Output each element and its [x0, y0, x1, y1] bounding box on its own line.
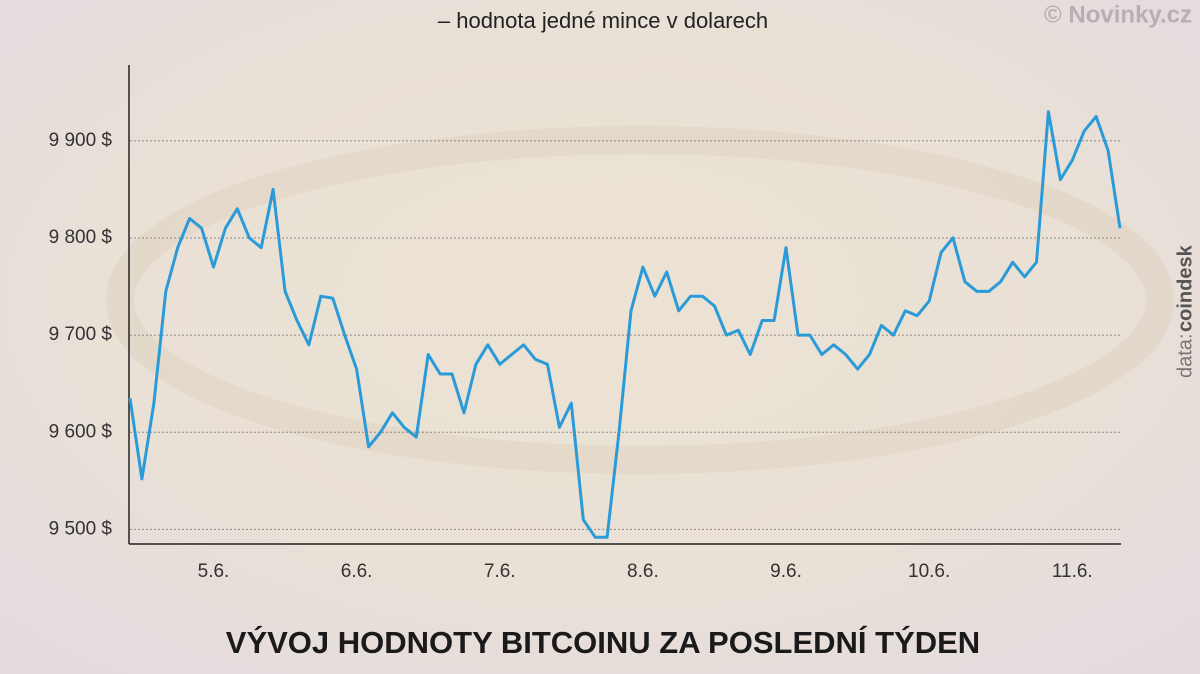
y-tick-label: 9 800 $	[49, 227, 113, 248]
x-tick-label: 10.6.	[908, 561, 950, 582]
source: data: coindesk	[1174, 244, 1196, 378]
x-tick-label: 9.6.	[770, 561, 802, 582]
coin-decoration	[106, 126, 1174, 474]
watermark: © Novinky.cz	[1044, 1, 1192, 28]
x-tick-label: 7.6.	[484, 561, 516, 582]
y-tick-label: 9 700 $	[49, 324, 113, 345]
source-name: coindesk	[1174, 244, 1196, 332]
chart-subtitle: – hodnota jedné mince v dolarech	[438, 8, 768, 33]
line-series	[128, 110, 1122, 539]
chart-title: VÝVOJ HODNOTY BITCOINU ZA POSLEDNÍ TÝDEN	[226, 625, 980, 660]
x-tick-label: 6.6.	[341, 561, 373, 582]
y-tick-label: 9 900 $	[49, 130, 113, 151]
y-tick-label: 9 600 $	[49, 421, 113, 442]
x-tick-label: 11.6.	[1052, 561, 1093, 582]
x-tick-label: 8.6.	[627, 561, 659, 582]
y-tick-label: 9 500 $	[49, 518, 113, 539]
x-tick-label: 5.6.	[198, 561, 230, 582]
source-label: data:	[1174, 334, 1196, 378]
